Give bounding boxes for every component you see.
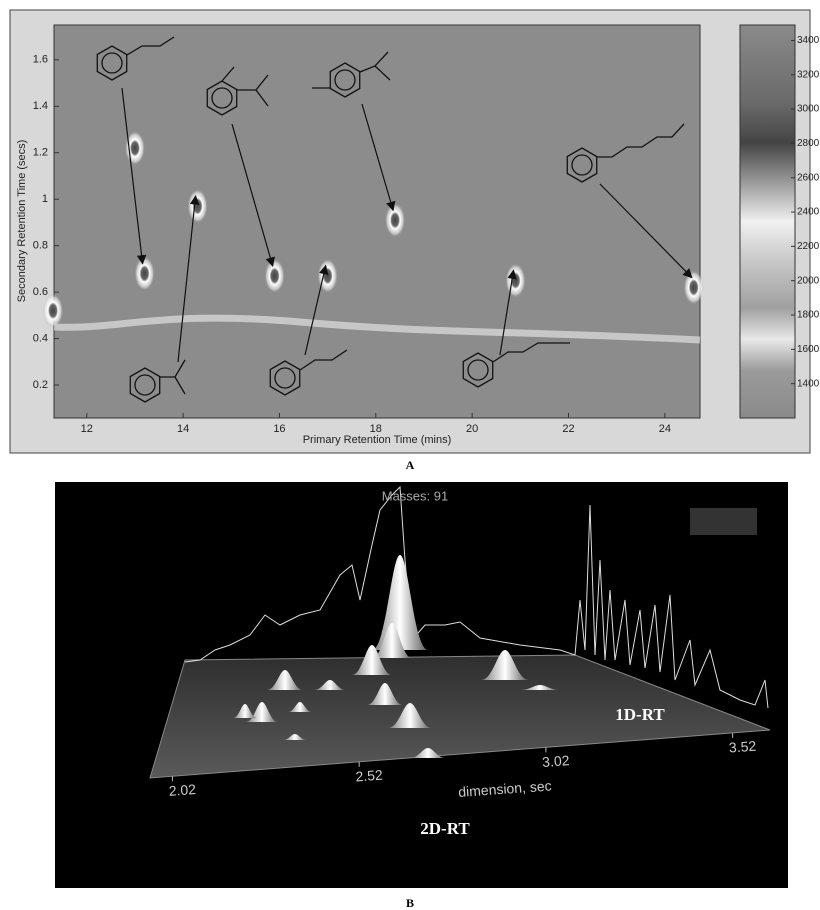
x-tick-label: 2.02 [168,781,197,799]
colorbar-tick-label: 1400 [797,378,820,389]
x-tick-label: 16 [273,423,285,435]
y-tick-label: 0.4 [33,332,48,344]
colorbar-tick-label: 3200 [797,69,820,80]
peak [135,257,155,291]
annotation: 1D-RT [615,705,665,724]
colorbar-tick-label: 1600 [797,344,820,355]
y-axis-label: Secondary Retention Time (secs) [16,140,28,303]
peak [265,259,285,293]
peak [188,189,208,223]
panel-label: B [406,896,414,910]
x-tick-label: 3.02 [542,752,571,770]
inset [690,508,757,535]
y-tick-label: 1.6 [33,54,48,66]
colorbar-tick-label: 2200 [797,241,820,252]
colorbar-tick-label: 2600 [797,172,820,183]
y-tick-label: 0.6 [33,286,48,298]
peak [43,294,63,328]
y-tick-label: 0.2 [33,379,48,391]
colorbar-tick-label: 3400 [797,35,820,46]
plot-area [54,25,700,418]
peak [505,263,525,297]
colorbar-tick-label: 1800 [797,310,820,321]
y-tick-label: 1.4 [33,100,48,112]
peak [684,270,704,304]
x-tick-label: 3.52 [728,738,757,756]
colorbar-tick-label: 2400 [797,207,820,218]
figure: Secondary Retention Time (secs) Primary … [0,0,820,910]
y-tick-label: 0.8 [33,240,48,252]
colorbar-tick-label: 2000 [797,275,820,286]
y-tick-label: 1.2 [33,147,48,159]
x-tick-label: 14 [177,423,189,435]
x-tick-label: 12 [81,423,93,435]
x-tick-label: 22 [562,423,574,435]
colorbar [740,25,795,418]
x-tick-label: 20 [466,423,478,435]
x-tick-label: 24 [659,423,671,435]
colorbar-tick-label: 2800 [797,138,820,149]
panel-label: A [406,458,415,472]
y-tick-label: 1 [42,193,48,205]
peak [385,203,405,237]
x-axis-label: Primary Retention Time (mins) [303,434,452,446]
x-tick-label: 18 [370,423,382,435]
x-tick-label: 2.52 [355,767,384,785]
annotation: 2D-RT [420,819,470,838]
colorbar-tick-label: 3000 [797,104,820,115]
trace-title: Masses: 91 [382,488,448,503]
